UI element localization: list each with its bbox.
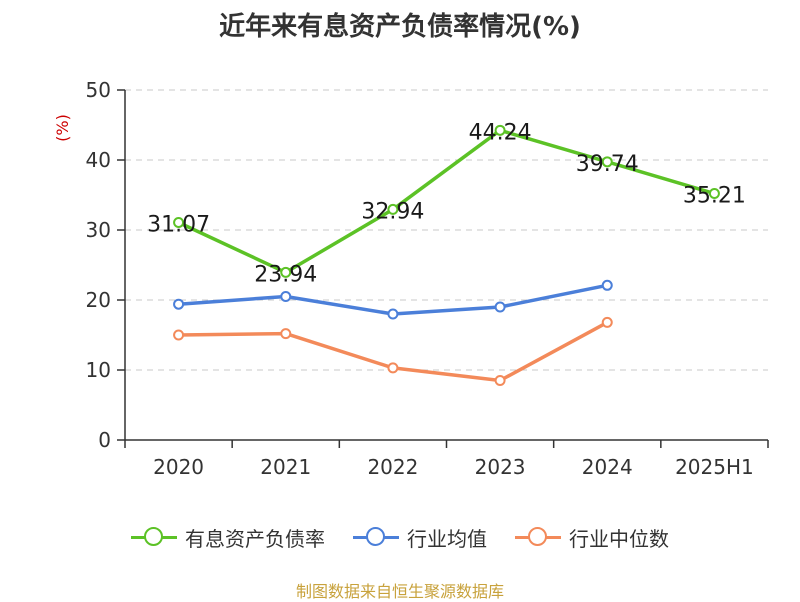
legend-label: 行业均值	[407, 526, 487, 551]
data-point	[387, 362, 399, 374]
data-point	[173, 298, 185, 310]
data-point	[173, 217, 185, 229]
data-point	[494, 124, 506, 136]
data-point	[601, 279, 613, 291]
data-point	[494, 301, 506, 313]
y-tick-label: 20	[86, 288, 111, 312]
series-lines	[173, 124, 720, 386]
y-axis-label: (%)	[53, 114, 72, 142]
source-note: 制图数据来自恒生聚源数据库	[295, 582, 504, 601]
x-tick-label: 2025H1	[675, 455, 754, 479]
legend-marker	[131, 527, 177, 547]
x-tick-label: 2021	[260, 455, 311, 479]
legend-marker	[515, 527, 561, 547]
chart-title: 近年来有息资产负债率情况(%)	[219, 12, 581, 42]
data-point	[280, 266, 292, 278]
data-label: 35.21	[683, 184, 746, 209]
data-point	[494, 375, 506, 386]
y-tick-label: 0	[98, 428, 111, 452]
x-tick-label: 2022	[367, 455, 418, 479]
legend-marker	[353, 527, 399, 547]
data-point	[601, 316, 613, 328]
data-point	[280, 291, 292, 302]
data-point	[601, 156, 613, 168]
data-point	[708, 188, 720, 200]
y-tick-label: 30	[86, 218, 111, 242]
data-label: 32.94	[361, 199, 424, 224]
legend-item: 行业中位数	[515, 523, 669, 552]
legend-label: 行业中位数	[569, 526, 669, 551]
axes: 0 10 20 30 40 50 (%) 2020 2021 2022 2023 2024 2025H1	[53, 78, 769, 479]
data-label: 23.94	[254, 262, 317, 287]
data-point	[387, 203, 399, 215]
data-point	[280, 328, 292, 340]
data-label: 31.07	[147, 213, 210, 238]
x-tick-label: 2020	[153, 455, 204, 479]
data-labels: 31.07 23.94 32.94 44.24 39.74 35.21	[147, 120, 746, 287]
y-tick-label: 50	[86, 78, 111, 102]
y-tick-label: 10	[86, 358, 111, 382]
data-label: 44.24	[469, 120, 532, 145]
gridlines	[125, 89, 768, 371]
y-tick-label: 40	[86, 148, 111, 172]
data-label: 39.74	[576, 152, 639, 177]
data-point	[387, 308, 399, 320]
legend-item: 行业均值	[353, 523, 487, 552]
data-point	[173, 329, 185, 341]
x-tick-label: 2024	[582, 455, 633, 479]
legend-label: 有息资产负债率	[185, 526, 325, 551]
x-tick-label: 2023	[475, 455, 526, 479]
series-line-1	[176, 128, 717, 275]
legend-item: 有息资产负债率	[131, 523, 325, 552]
legend: 有息资产负债率 行业均值 行业中位数	[0, 520, 800, 554]
